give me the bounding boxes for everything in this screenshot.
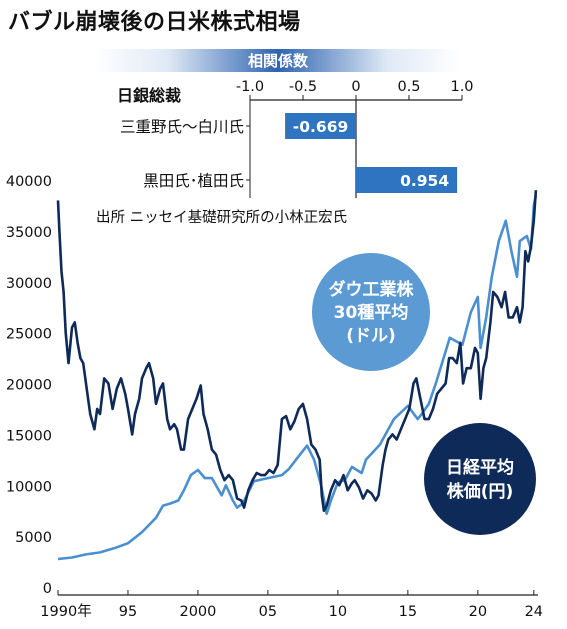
corr-tick-label: -1.0: [236, 79, 264, 95]
corr-row-label: 黒田氏･植田氏: [143, 172, 244, 190]
y-tick-label: 10000: [6, 479, 52, 495]
corr-header-band: [95, 49, 460, 72]
nikkei-legend-line1: 日経平均: [446, 457, 514, 478]
corr-bar: [356, 167, 458, 193]
y-axis: 0 5000 10000 15000 20000 25000 30000 35000 40000: [6, 174, 52, 597]
dow-legend-line1: ダウ工業株: [329, 279, 415, 300]
corr-value-label: -0.669: [293, 118, 348, 136]
x-tick-label: 05: [259, 604, 277, 620]
y-tick-label: 25000: [6, 327, 52, 343]
y-tick-label: 40000: [6, 174, 52, 190]
corr-rows: 三重野氏〜白川氏 -0.669 黒田氏･植田氏 0.954: [120, 113, 458, 193]
y-tick-label: 30000: [6, 276, 52, 292]
dow-line: [57, 195, 538, 561]
x-axis: 1990年 95 2000 05 10 15 20 24: [40, 590, 543, 620]
x-tick-label: 20: [469, 604, 487, 620]
x-tick-label: 95: [119, 604, 137, 620]
nikkei-legend-bubble: 日経平均 株価(円): [424, 423, 536, 535]
y-tick-label: 0: [43, 581, 52, 597]
dow-legend-bubble: ダウ工業株 30種平均 (ドル): [312, 253, 430, 371]
corr-tick-label: 0: [351, 79, 360, 95]
corr-row-header: 日銀総裁: [117, 86, 181, 105]
y-tick-label: 5000: [15, 530, 52, 546]
x-tick-label: 10: [329, 604, 347, 620]
chart-title: バブル崩壊後の日米株式相場: [8, 10, 301, 35]
dow-legend-line3: (ドル): [346, 326, 396, 346]
series-lines: [56, 190, 538, 561]
x-tick-label: 2000: [179, 604, 216, 620]
corr-value-label: 0.954: [400, 172, 449, 190]
y-tick-label: 15000: [6, 428, 52, 444]
x-tick-label: 1990年: [40, 603, 91, 620]
nikkei-legend-line2: 株価(円): [447, 481, 514, 502]
source-note: 出所 ニッセイ基礎研究所の小林正宏氏: [96, 209, 347, 226]
corr-row-label: 三重野氏〜白川氏: [120, 118, 244, 136]
corr-header-label: 相関係数: [248, 52, 309, 70]
nikkei-line: [56, 190, 538, 512]
y-tick-label: 20000: [6, 378, 52, 394]
corr-tick-label: -0.5: [289, 79, 317, 95]
corr-bar: [285, 113, 356, 139]
dow-legend-line2: 30種平均: [334, 302, 409, 323]
y-tick-label: 35000: [6, 225, 52, 241]
corr-axis: -1.0 -0.5 0 0.5 1.0: [236, 79, 474, 198]
corr-tick-label: 0.5: [397, 79, 420, 95]
x-tick-label: 24: [525, 604, 543, 620]
x-tick-label: 15: [399, 604, 417, 620]
corr-tick-label: 1.0: [450, 79, 473, 95]
